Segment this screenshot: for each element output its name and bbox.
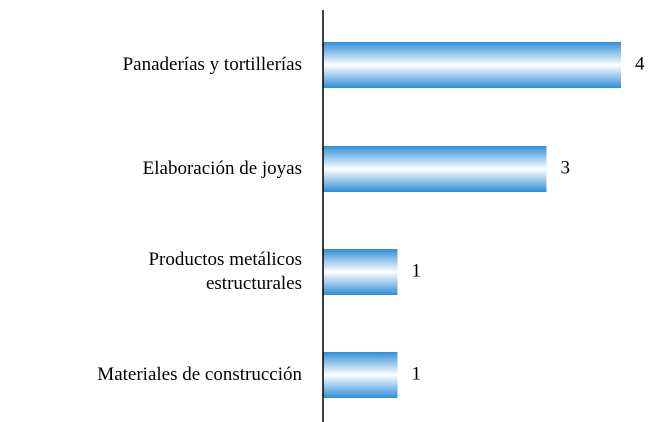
value-label: 4 [635,53,645,74]
category-label: Materiales de construcción [97,364,302,385]
bar [323,42,621,88]
category-label: Panaderías y tortillerías [122,54,302,75]
bar [323,249,398,295]
value-label: 3 [561,157,571,178]
bar [323,352,398,398]
value-label: 1 [412,260,422,281]
category-label: Elaboración de joyas [142,158,302,179]
value-label: 1 [412,363,422,384]
category-label: Productos metálicos estructurales [148,249,302,294]
bar [323,146,547,192]
